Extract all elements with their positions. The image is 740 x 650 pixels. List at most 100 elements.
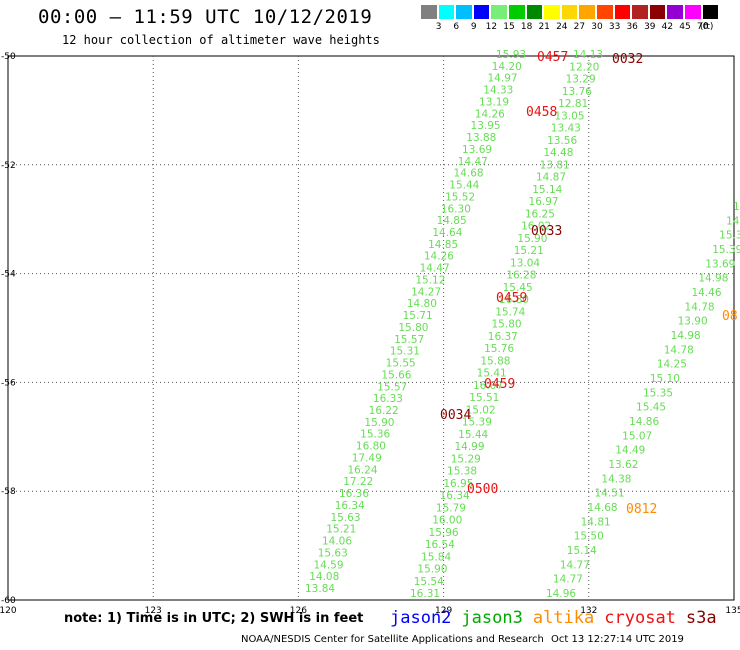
wave-height-label: 14.06 xyxy=(322,536,352,548)
wave-height-label: 14.49 xyxy=(615,445,645,457)
wave-height-label: 15.66 xyxy=(381,369,411,381)
wave-height-label: 15.76 xyxy=(484,343,514,355)
lat-tick-label: -50 xyxy=(1,52,16,62)
wave-height-label: 14.85 xyxy=(437,215,467,227)
wave-height-label: 15.63 xyxy=(330,512,360,524)
wave-height-label: 14.68 xyxy=(588,502,618,514)
wave-height-label: 12.81 xyxy=(558,98,588,110)
wave-height-label: 12.20 xyxy=(569,61,599,73)
wave-height-label: 16.54 xyxy=(425,539,455,551)
wave-height-label: 14.85 xyxy=(428,239,458,251)
wave-height-label: 15.52 xyxy=(445,191,475,203)
pass-time-label: 0458 xyxy=(526,105,557,120)
wave-height-label: 14.47 xyxy=(458,156,488,168)
wave-height-tracks: 15.9314.2014.9714.3313.1914.2613.9513.88… xyxy=(305,49,740,600)
satellite-altika: altika xyxy=(533,608,594,628)
wave-height-label: 15.55 xyxy=(386,358,416,370)
wave-height-label: 14.33 xyxy=(483,85,513,97)
wave-height-label: 14.26 xyxy=(424,251,454,263)
wave-height-label: 15.57 xyxy=(394,334,424,346)
wave-height-label: 14.20 xyxy=(492,61,522,73)
wave-height-label: 16.33 xyxy=(373,393,403,405)
wave-height-label: 16.80 xyxy=(356,441,386,453)
wave-height-label: 15.44 xyxy=(449,180,479,192)
lat-tick-label: -58 xyxy=(1,487,16,497)
wave-height-label: 13.29 xyxy=(566,74,596,86)
map-frame xyxy=(8,56,734,600)
pass-time-label: 0812 xyxy=(626,502,657,517)
lat-tick-label: -52 xyxy=(1,161,16,171)
pass-time-label: 0459 xyxy=(496,291,527,306)
wave-height-label: 13.04 xyxy=(510,257,540,269)
wave-height-label: 13.88 xyxy=(466,132,496,144)
wave-height-label: 14.77 xyxy=(560,559,590,571)
pass-time-label: 0459 xyxy=(484,377,515,392)
wave-height-label: 16.00 xyxy=(432,515,462,527)
altimeter-map: 120 123 126 129 132 135-50-52-54-56-58-60 15.… xyxy=(0,0,740,650)
credit-text: NOAA/NESDIS Center for Satellite Applica… xyxy=(241,634,544,645)
generated-timestamp: Oct 13 12:27:14 UTC 2019 xyxy=(551,634,684,645)
wave-height-label: 13.90 xyxy=(678,316,708,328)
pass-time-label: 0500 xyxy=(467,482,498,497)
wave-height-label: 15.54 xyxy=(414,576,444,588)
wave-height-label: 15.50 xyxy=(574,531,604,543)
wave-height-label: 16.31 xyxy=(410,588,440,600)
wave-height-label: 15.44 xyxy=(458,429,488,441)
wave-height-label: 15.84 xyxy=(421,551,451,563)
wave-height-label: 15.63 xyxy=(318,547,348,559)
wave-height-label: 15.12 xyxy=(415,274,445,286)
wave-height-label: 15.21 xyxy=(514,245,544,257)
lon-tick-label: 135 xyxy=(725,606,740,616)
wave-height-label: 17.49 xyxy=(352,452,382,464)
wave-height-label: 14.78 xyxy=(685,301,715,313)
wave-height-label: 15.57 xyxy=(377,381,407,393)
satellite-cryosat: cryosat xyxy=(604,608,676,628)
wave-height-label: 13.56 xyxy=(547,135,577,147)
wave-height-label: 15.29 xyxy=(451,453,481,465)
wave-height-label: 14.38 xyxy=(601,473,631,485)
pass-time-label: 0033 xyxy=(531,224,562,239)
wave-height-label: 14. xyxy=(726,215,740,227)
wave-height-label: 13.19 xyxy=(479,96,509,108)
wave-height-label: 13.62 xyxy=(608,459,638,471)
wave-height-label: 15.51 xyxy=(469,392,499,404)
satellite-jason3: jason3 xyxy=(461,608,522,628)
wave-height-label: 14.46 xyxy=(691,287,721,299)
wave-height-label: 15.31 xyxy=(390,346,420,358)
wave-height-label: 15.93 xyxy=(496,49,526,61)
wave-height-label: 16.30 xyxy=(441,203,471,215)
wave-height-label: 14.27 xyxy=(411,286,441,298)
wave-height-label: 16.24 xyxy=(347,464,377,476)
wave-height-label: 15.80 xyxy=(492,319,522,331)
wave-height-label: 15.96 xyxy=(429,527,459,539)
lat-tick-label: -54 xyxy=(1,270,16,280)
wave-height-label: 16.36 xyxy=(339,488,369,500)
wave-height-label: 15.39 xyxy=(712,244,740,256)
wave-height-label: 15.14 xyxy=(532,184,562,196)
wave-height-label: 15.21 xyxy=(326,524,356,536)
wave-height-label: 13.76 xyxy=(562,86,592,98)
wave-height-label: 15.90 xyxy=(417,564,447,576)
pass-time-label: 0032 xyxy=(612,52,643,67)
wave-height-label: 16.28 xyxy=(506,270,536,282)
wave-height-label: 14.78 xyxy=(664,344,694,356)
pass-time-label: 0457 xyxy=(537,50,568,65)
wave-height-label: 14.47 xyxy=(420,263,450,275)
wave-height-label: 14.86 xyxy=(629,416,659,428)
wave-height-label: 15.10 xyxy=(650,373,680,385)
wave-height-label: 14.68 xyxy=(454,168,484,180)
wave-height-label: 16.25 xyxy=(525,208,555,220)
satellite-jason2: jason2 xyxy=(390,608,451,628)
wave-height-label: 14.26 xyxy=(475,108,505,120)
wave-height-label: 14.98 xyxy=(698,273,728,285)
wave-height-label: 13.95 xyxy=(471,120,501,132)
wave-height-label: 15.38 xyxy=(447,466,477,478)
track-track-b: 14.1312.2013.2913.7612.8113.0513.4313.56… xyxy=(410,49,603,600)
wave-height-label: 15. xyxy=(733,201,740,213)
wave-height-label: 14.13 xyxy=(573,49,603,61)
wave-height-label: 13.81 xyxy=(540,159,570,171)
lat-tick-label: -60 xyxy=(1,596,16,606)
wave-height-label: 14.77 xyxy=(553,574,583,586)
wave-height-label: 13.05 xyxy=(554,110,584,122)
wave-height-label: 14.97 xyxy=(488,73,518,85)
